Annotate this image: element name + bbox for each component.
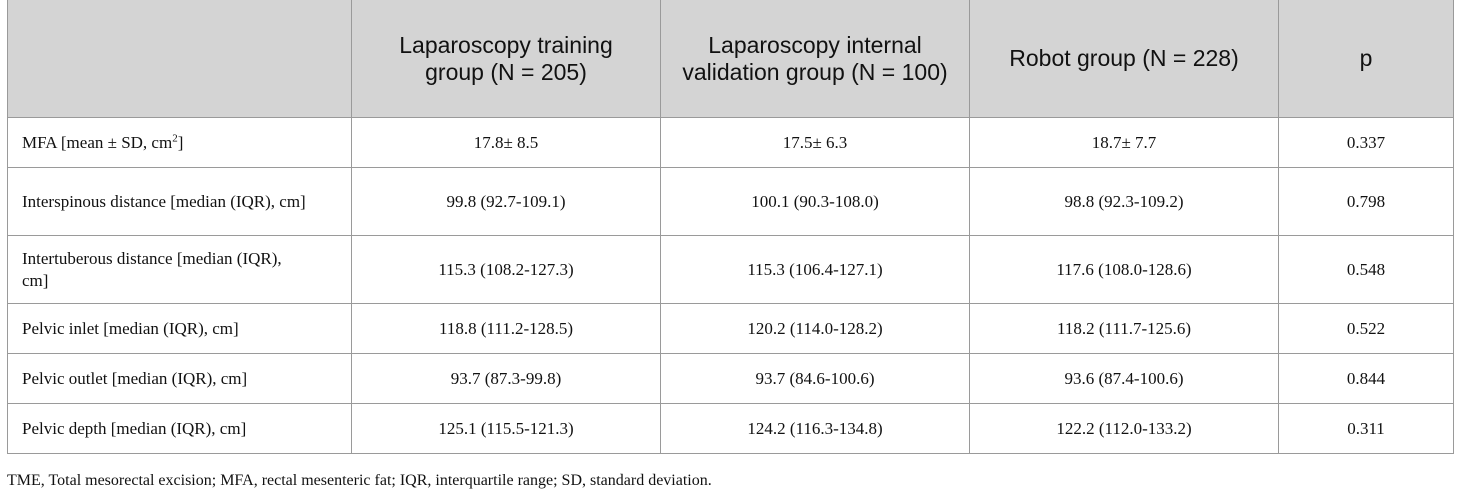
cell-p: 0.548 — [1278, 235, 1454, 304]
cell-training: 17.8± 8.5 — [351, 117, 661, 168]
cell-validation: 17.5± 6.3 — [660, 117, 970, 168]
header-laparoscopy-validation: Laparoscopy internal validation group (N… — [660, 0, 970, 118]
row-label-pelvic-inlet: Pelvic inlet [median (IQR), cm] — [7, 303, 352, 354]
header-robot-group: Robot group (N = 228) — [969, 0, 1279, 118]
table-row: Intertuberous distance [median (IQR), cm… — [7, 235, 1454, 304]
cell-training: 115.3 (108.2-127.3) — [351, 235, 661, 304]
table-footnote: TME, Total mesorectal excision; MFA, rec… — [7, 472, 712, 489]
cell-validation: 124.2 (116.3-134.8) — [660, 403, 970, 454]
cell-robot: 98.8 (92.3-109.2) — [969, 167, 1279, 236]
cell-robot: 118.2 (111.7-125.6) — [969, 303, 1279, 354]
cell-p: 0.522 — [1278, 303, 1454, 354]
cell-p: 0.844 — [1278, 353, 1454, 404]
cell-robot: 18.7± 7.7 — [969, 117, 1279, 168]
data-table: Laparoscopy training group (N = 205) Lap… — [7, 0, 1454, 454]
cell-p: 0.337 — [1278, 117, 1454, 168]
table-row: Pelvic depth [median (IQR), cm] 125.1 (1… — [7, 403, 1454, 454]
cell-p: 0.311 — [1278, 403, 1454, 454]
row-label-text: MFA [mean ± SD, cm — [22, 132, 173, 152]
superscript: 2 — [172, 131, 178, 144]
cell-p: 0.798 — [1278, 167, 1454, 236]
table-row: Pelvic inlet [median (IQR), cm] 118.8 (1… — [7, 303, 1454, 354]
cell-training: 125.1 (115.5-121.3) — [351, 403, 661, 454]
header-p-value: p — [1278, 0, 1454, 118]
cell-robot: 122.2 (112.0-133.2) — [969, 403, 1279, 454]
cell-training: 118.8 (111.2-128.5) — [351, 303, 661, 354]
cell-robot: 117.6 (108.0-128.6) — [969, 235, 1279, 304]
header-row: Laparoscopy training group (N = 205) Lap… — [7, 0, 1454, 118]
row-label-pelvic-depth: Pelvic depth [median (IQR), cm] — [7, 403, 352, 454]
data-table-container: Laparoscopy training group (N = 205) Lap… — [7, 0, 1454, 454]
header-laparoscopy-training: Laparoscopy training group (N = 205) — [351, 0, 661, 118]
cell-training: 93.7 (87.3-99.8) — [351, 353, 661, 404]
table-row: MFA [mean ± SD, cm2] 17.8± 8.5 17.5± 6.3… — [7, 117, 1454, 168]
cell-validation: 93.7 (84.6-100.6) — [660, 353, 970, 404]
table-row: Pelvic outlet [median (IQR), cm] 93.7 (8… — [7, 353, 1454, 404]
cell-training: 99.8 (92.7-109.1) — [351, 167, 661, 236]
row-label-intertuberous: Intertuberous distance [median (IQR), cm… — [7, 235, 352, 304]
cell-validation: 115.3 (106.4-127.1) — [660, 235, 970, 304]
row-label-interspinous: Interspinous distance [median (IQR), cm] — [7, 167, 352, 236]
table-row: Interspinous distance [median (IQR), cm]… — [7, 167, 1454, 236]
cell-validation: 100.1 (90.3-108.0) — [660, 167, 970, 236]
cell-robot: 93.6 (87.4-100.6) — [969, 353, 1279, 404]
header-cell-empty — [7, 0, 352, 118]
row-label-pelvic-outlet: Pelvic outlet [median (IQR), cm] — [7, 353, 352, 404]
row-label-tail: ] — [177, 132, 184, 152]
cell-validation: 120.2 (114.0-128.2) — [660, 303, 970, 354]
row-label-mfa: MFA [mean ± SD, cm2] — [7, 117, 352, 168]
